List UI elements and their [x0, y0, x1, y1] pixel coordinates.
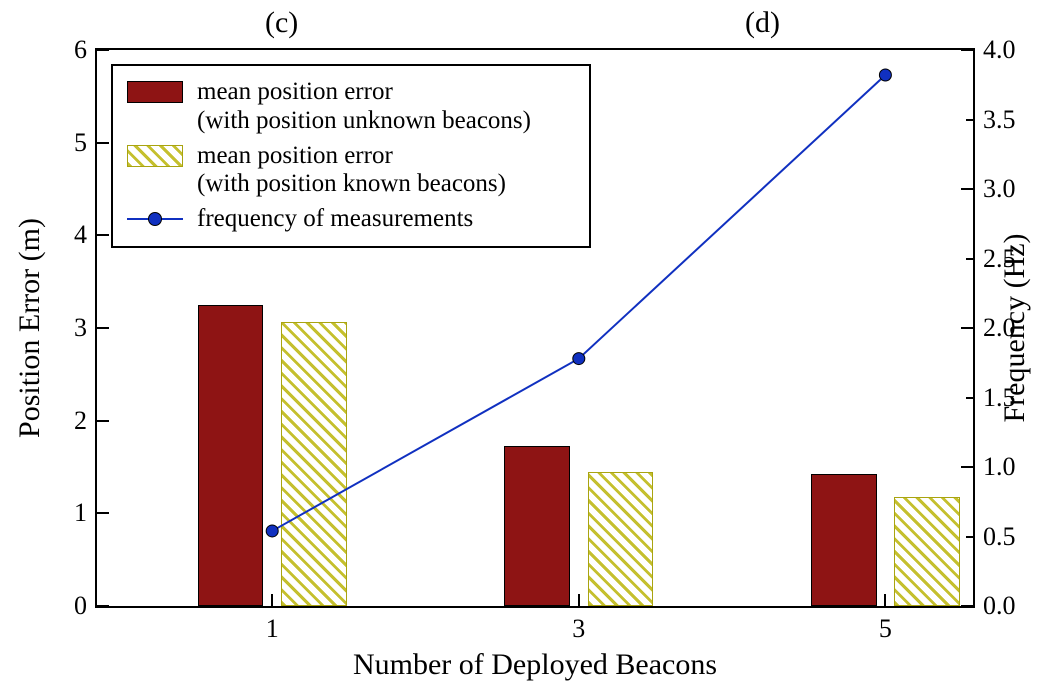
figure-stage: (c) (d) Position Error (m) Frequency (Hz… [0, 0, 1043, 687]
y-right-tick [961, 327, 973, 329]
x-tick [884, 594, 886, 606]
legend-label: frequency of measurements [197, 205, 473, 234]
legend-swatch-hatch [127, 145, 183, 167]
bar-unknown [504, 446, 570, 606]
y-right-tick [961, 49, 973, 51]
y-right-tick [966, 536, 973, 538]
bar-unknown [811, 474, 877, 606]
subfigure-label-c: (c) [265, 6, 298, 40]
x-axis-label: Number of Deployed Beacons [353, 648, 717, 682]
x-tick-label: 1 [266, 614, 279, 644]
bar-unknown [198, 305, 264, 606]
y-left-tick [97, 327, 109, 329]
y-right-tick-label: 3.5 [983, 105, 1016, 135]
x-tick [271, 594, 273, 606]
y-right-tick-label: 0.0 [983, 591, 1016, 621]
legend-line-sample [127, 208, 183, 230]
legend-label-sub: (with position unknown beacons) [197, 107, 575, 136]
y-left-axis-label: Position Error (m) [13, 218, 47, 438]
y-right-tick-label: 0.5 [983, 522, 1016, 552]
frequency-marker [266, 525, 278, 537]
y-left-tick-label: 0 [74, 591, 87, 621]
y-right-tick-label: 4.0 [983, 35, 1016, 65]
legend-label: mean position error [197, 142, 393, 171]
legend-label-sub: (with position known beacons) [197, 170, 575, 199]
bar-known [588, 472, 654, 606]
y-right-tick [966, 119, 973, 121]
x-tick-label: 5 [879, 614, 892, 644]
y-right-tick-label: 2.5 [983, 244, 1016, 274]
bar-known [281, 322, 347, 606]
y-left-tick-label: 4 [74, 220, 87, 250]
y-right-tick [966, 397, 973, 399]
legend-line-marker [148, 212, 162, 226]
legend-swatch-solid [127, 81, 183, 103]
frequency-marker [573, 353, 585, 365]
bar-known [894, 497, 960, 606]
y-right-tick-label: 1.5 [983, 383, 1016, 413]
y-left-tick [97, 605, 109, 607]
y-right-tick-label: 3.0 [983, 174, 1016, 204]
legend-item-bar-unknown: mean position error [127, 78, 575, 107]
y-left-tick [97, 142, 109, 144]
y-right-tick-label: 1.0 [983, 452, 1016, 482]
legend-item-line-frequency: frequency of measurements [127, 205, 575, 234]
y-left-tick [97, 49, 109, 51]
y-right-tick [961, 466, 973, 468]
x-tick [578, 594, 580, 606]
legend-item-bar-known: mean position error [127, 142, 575, 171]
y-left-tick-label: 1 [74, 498, 87, 528]
y-left-tick [97, 420, 109, 422]
y-left-tick-label: 6 [74, 35, 87, 65]
x-tick-label: 3 [572, 614, 585, 644]
y-left-tick [97, 512, 109, 514]
y-left-tick [97, 234, 109, 236]
y-right-tick [961, 188, 973, 190]
y-left-tick-label: 3 [74, 313, 87, 343]
plot-area: mean position error (with position unkno… [95, 48, 975, 608]
y-left-tick-label: 5 [74, 128, 87, 158]
y-right-tick-label: 2.0 [983, 313, 1016, 343]
y-right-tick [966, 258, 973, 260]
legend: mean position error (with position unkno… [111, 64, 591, 248]
subfigure-label-d: (d) [745, 6, 780, 40]
legend-label: mean position error [197, 78, 393, 107]
y-left-tick-label: 2 [74, 406, 87, 436]
frequency-marker [879, 69, 891, 81]
y-right-tick [961, 605, 973, 607]
